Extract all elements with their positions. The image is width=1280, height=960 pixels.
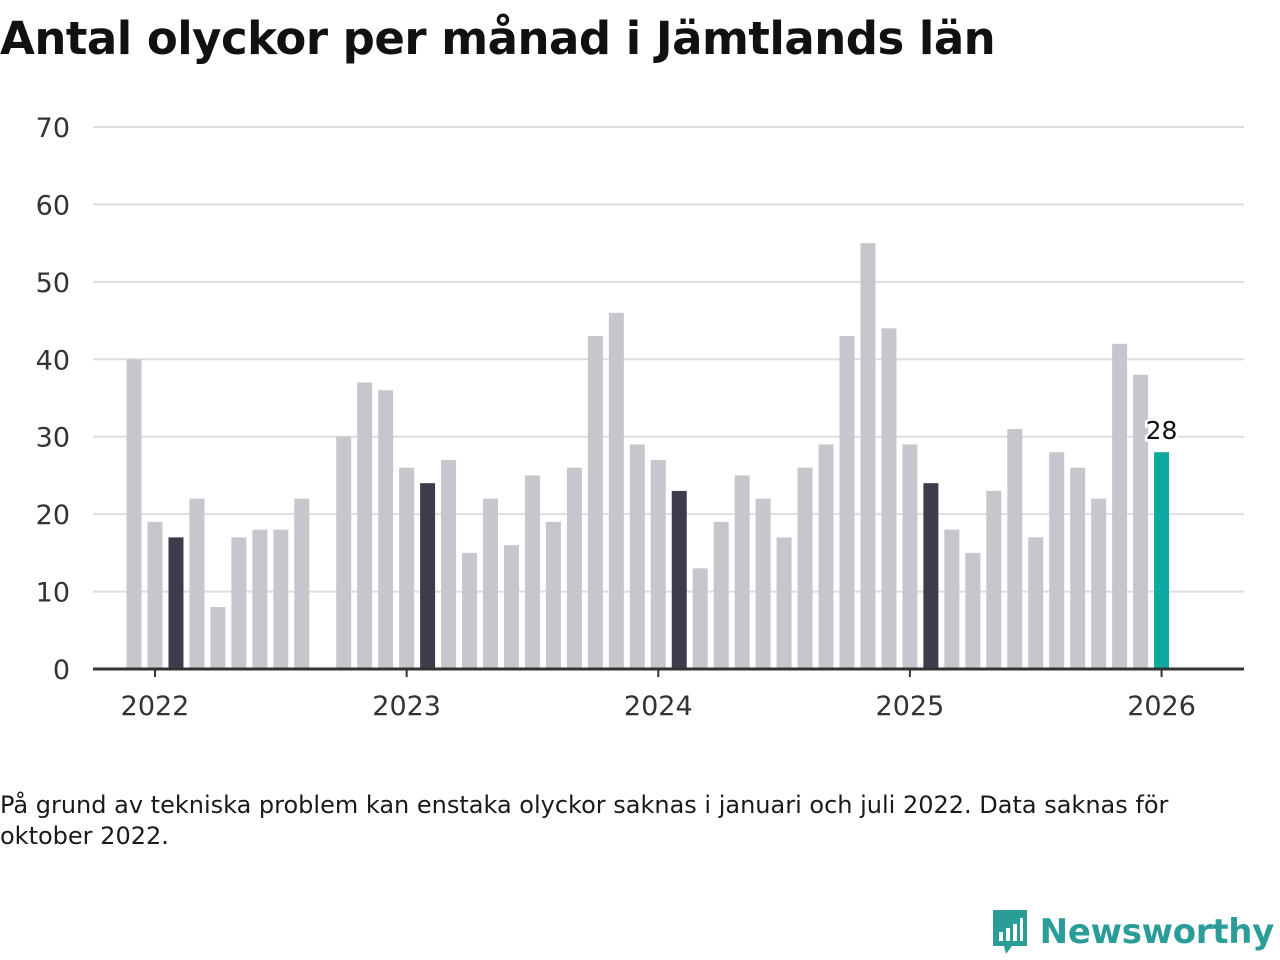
bar-2023-02 bbox=[420, 483, 436, 669]
bar-2025-09 bbox=[1070, 467, 1086, 669]
y-tick-label: 10 bbox=[36, 578, 70, 609]
bar-2022-08 bbox=[294, 498, 310, 669]
bar-2024-06 bbox=[755, 498, 771, 669]
bar-2023-10 bbox=[587, 336, 603, 669]
bar-2025-12 bbox=[1133, 374, 1149, 669]
bar-2025-02 bbox=[923, 483, 939, 669]
bar-2023-01 bbox=[399, 467, 415, 669]
bar-2024-12 bbox=[881, 328, 897, 669]
bar-2022-12 bbox=[378, 390, 394, 669]
x-axis-ticks: 2022 2023 2024 2025 2026 bbox=[121, 669, 1196, 722]
bar-2023-12 bbox=[629, 444, 645, 669]
bar-2024-05 bbox=[734, 475, 750, 669]
data-labels: 28 bbox=[1143, 414, 1180, 448]
bar-2022-05 bbox=[231, 537, 247, 669]
x-tick-label-2024: 2024 bbox=[624, 691, 693, 722]
bar-2023-04 bbox=[462, 552, 478, 669]
bar-2025-06 bbox=[1007, 428, 1023, 669]
bars bbox=[126, 243, 1170, 669]
bar-2023-09 bbox=[566, 467, 582, 669]
bar-2023-07 bbox=[524, 475, 540, 669]
bar-2025-08 bbox=[1049, 452, 1065, 669]
bar-2025-07 bbox=[1028, 537, 1044, 669]
bar-2024-02 bbox=[671, 490, 687, 669]
y-tick-label: 20 bbox=[36, 500, 70, 531]
y-tick-label: 30 bbox=[36, 423, 70, 454]
bar-2024-11 bbox=[860, 243, 876, 669]
y-tick-label: 70 bbox=[36, 113, 70, 144]
bar-2023-11 bbox=[608, 312, 624, 669]
bar-2022-11 bbox=[357, 382, 373, 669]
x-tick-label-2026: 2026 bbox=[1127, 691, 1196, 722]
bar-2024-07 bbox=[776, 537, 792, 669]
bar-2024-01 bbox=[650, 459, 666, 669]
bar-2023-08 bbox=[545, 521, 561, 669]
newsworthy-logo-icon bbox=[992, 910, 1027, 954]
bar-2026-01 bbox=[1154, 452, 1170, 669]
x-tick-label-2025: 2025 bbox=[876, 691, 945, 722]
latest-value-label: 28 bbox=[1146, 416, 1178, 445]
bar-2025-03 bbox=[944, 529, 960, 669]
bar-2023-05 bbox=[483, 498, 499, 669]
y-tick-label: 0 bbox=[53, 655, 70, 686]
bar-2024-03 bbox=[692, 568, 708, 669]
y-axis-ticks: 0 10 20 30 40 50 60 70 bbox=[36, 113, 70, 686]
bar-2023-03 bbox=[441, 459, 457, 669]
bar-2022-04 bbox=[210, 607, 226, 669]
bar-2022-01 bbox=[147, 521, 163, 669]
bar-2021-12 bbox=[126, 359, 142, 669]
bar-2022-06 bbox=[252, 529, 268, 669]
bar-2024-08 bbox=[797, 467, 813, 669]
bar-2024-04 bbox=[713, 521, 729, 669]
bar-2022-02 bbox=[168, 537, 184, 669]
x-tick-label-2023: 2023 bbox=[372, 691, 441, 722]
bar-2022-07 bbox=[273, 529, 289, 669]
x-tick-label-2022: 2022 bbox=[121, 691, 190, 722]
bar-2025-01 bbox=[902, 444, 918, 669]
bar-2022-03 bbox=[189, 498, 205, 669]
bar-2025-04 bbox=[965, 552, 981, 669]
bar-2023-06 bbox=[503, 545, 519, 669]
bar-2024-09 bbox=[818, 444, 834, 669]
y-tick-label: 40 bbox=[36, 345, 70, 376]
bar-2025-11 bbox=[1112, 343, 1128, 669]
gridlines bbox=[93, 126, 1244, 593]
bar-chart: 0 10 20 30 40 50 60 70 2022 2023 2024 2025 2026 28 bbox=[36, 113, 1244, 722]
y-tick-label: 50 bbox=[36, 268, 70, 299]
brand-name: Newsworthy bbox=[1039, 912, 1275, 952]
y-tick-label: 60 bbox=[36, 190, 70, 221]
brand-logo: Newsworthy bbox=[990, 908, 1274, 956]
bar-2025-05 bbox=[986, 490, 1002, 669]
bar-2025-10 bbox=[1091, 498, 1107, 669]
chart-title: Antal olyckor per månad i Jämtlands län bbox=[0, 12, 996, 65]
footnote: På grund av tekniska problem kan enstaka… bbox=[0, 791, 1169, 850]
bar-2024-10 bbox=[839, 336, 855, 669]
bar-2022-10 bbox=[336, 436, 352, 669]
